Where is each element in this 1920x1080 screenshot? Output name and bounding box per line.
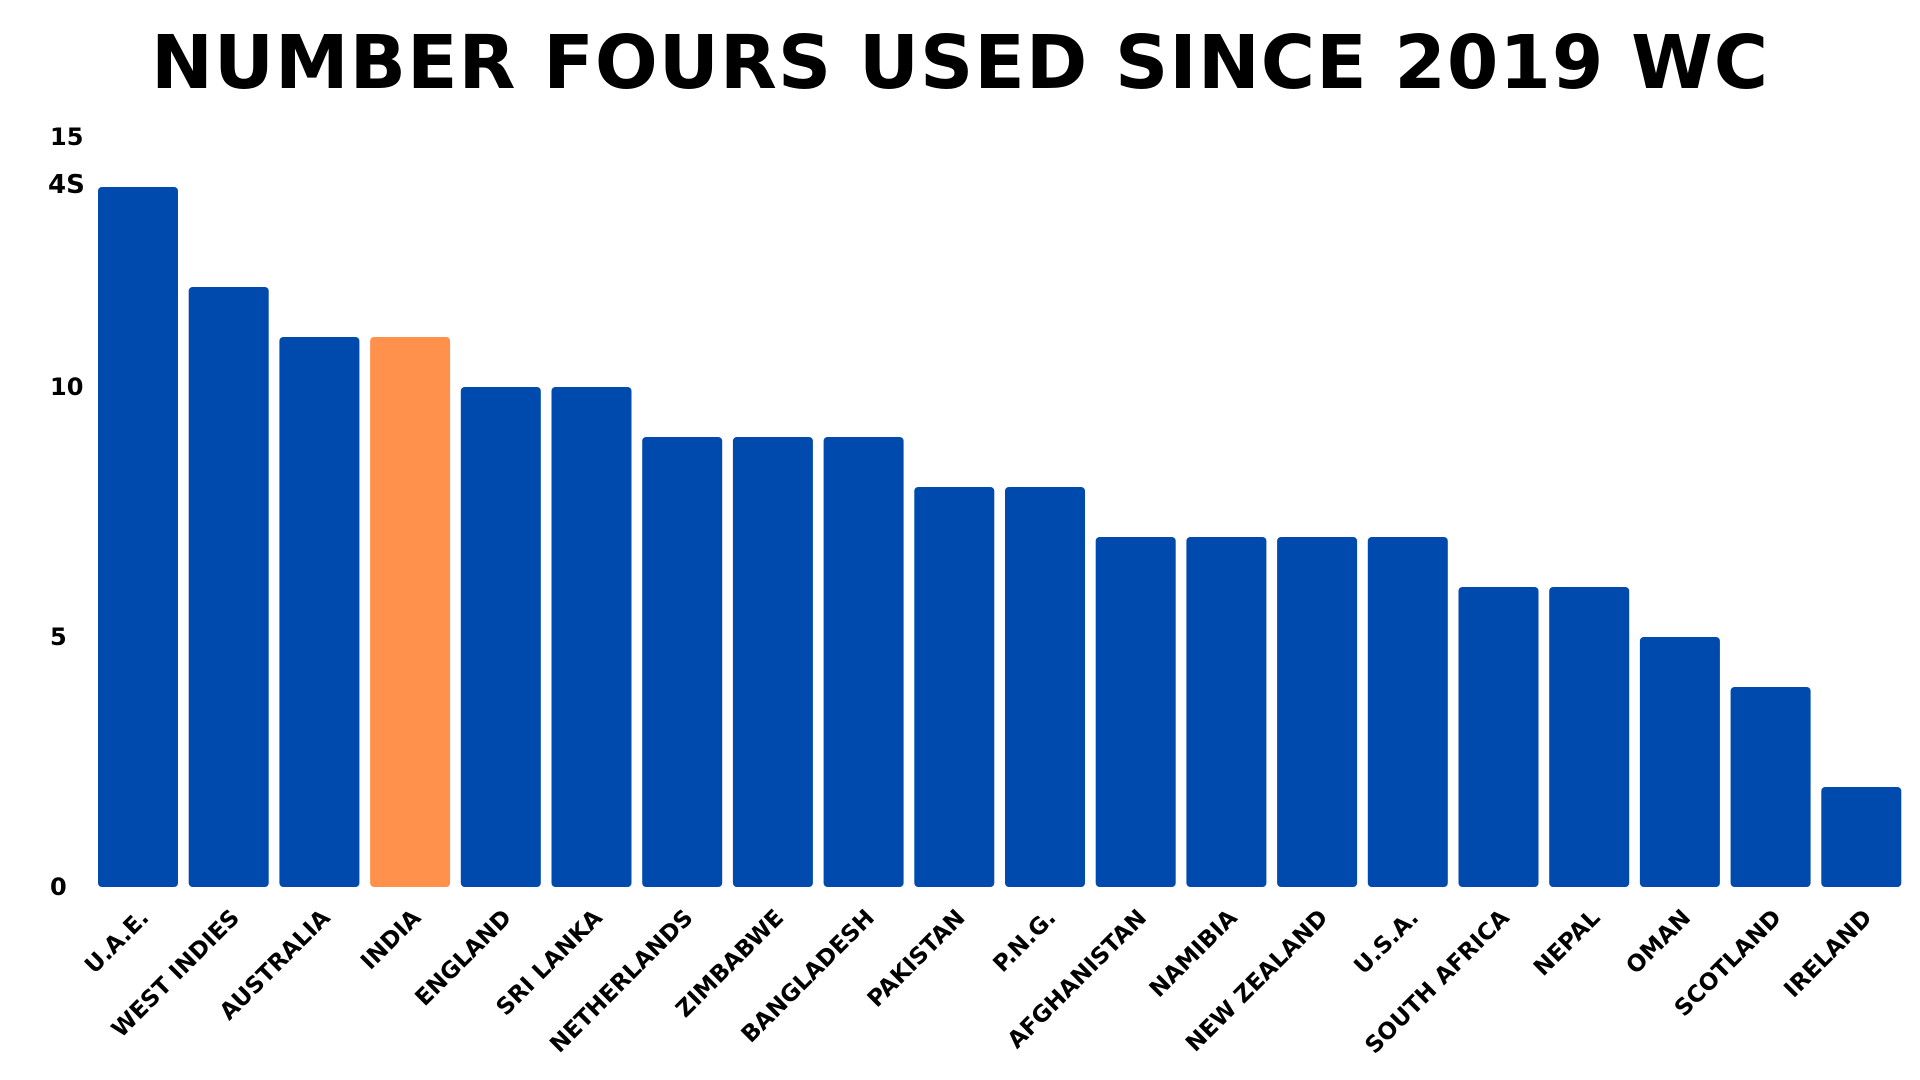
y-tick-label: 0 [50, 873, 67, 901]
bar-oman [1639, 637, 1720, 887]
bar-sri-lanka [551, 387, 632, 887]
chart-title: NUMBER FOURS USED SINCE 2019 WC [150, 20, 1770, 106]
bar-afghanistan [1095, 537, 1176, 887]
bar-u-a-e [98, 187, 178, 887]
bar-p-n-g [1005, 487, 1085, 887]
category-label: NAMIBIA [1145, 905, 1243, 1003]
bars-group [98, 187, 1902, 887]
bar-new-zealand [1277, 537, 1358, 887]
bar-bangladesh [823, 437, 904, 887]
bar-india [370, 337, 451, 887]
bar-netherlands [642, 437, 723, 887]
bar-england [460, 387, 541, 887]
y-axis-ticks: 0 5 10 15 [50, 123, 83, 901]
category-label: U.S.A. [1349, 905, 1424, 980]
category-label: IRELAND [1779, 905, 1877, 1003]
y-tick-label: 10 [50, 373, 83, 401]
bar-pakistan [914, 487, 995, 887]
bar-south-africa [1458, 587, 1539, 887]
y-axis-unit-label: 4S [48, 170, 85, 200]
bar-australia [279, 337, 360, 887]
bar-nepal [1549, 587, 1630, 887]
category-label: NEPAL [1529, 905, 1606, 982]
bar-ireland [1821, 787, 1902, 887]
category-label: U.A.E. [80, 905, 154, 979]
category-label: PAKISTAN [863, 905, 971, 1013]
bar-scotland [1730, 687, 1811, 887]
category-label: INDIA [356, 905, 426, 975]
y-tick-label: 15 [50, 123, 83, 151]
y-tick-label: 5 [50, 623, 67, 651]
bar-namibia [1186, 537, 1267, 887]
category-label: OMAN [1622, 905, 1697, 980]
category-label: P.N.G. [988, 905, 1061, 978]
bar-zimbabwe [732, 437, 813, 887]
bar-west-indies [188, 287, 269, 887]
bar-u-s-a [1367, 537, 1448, 887]
